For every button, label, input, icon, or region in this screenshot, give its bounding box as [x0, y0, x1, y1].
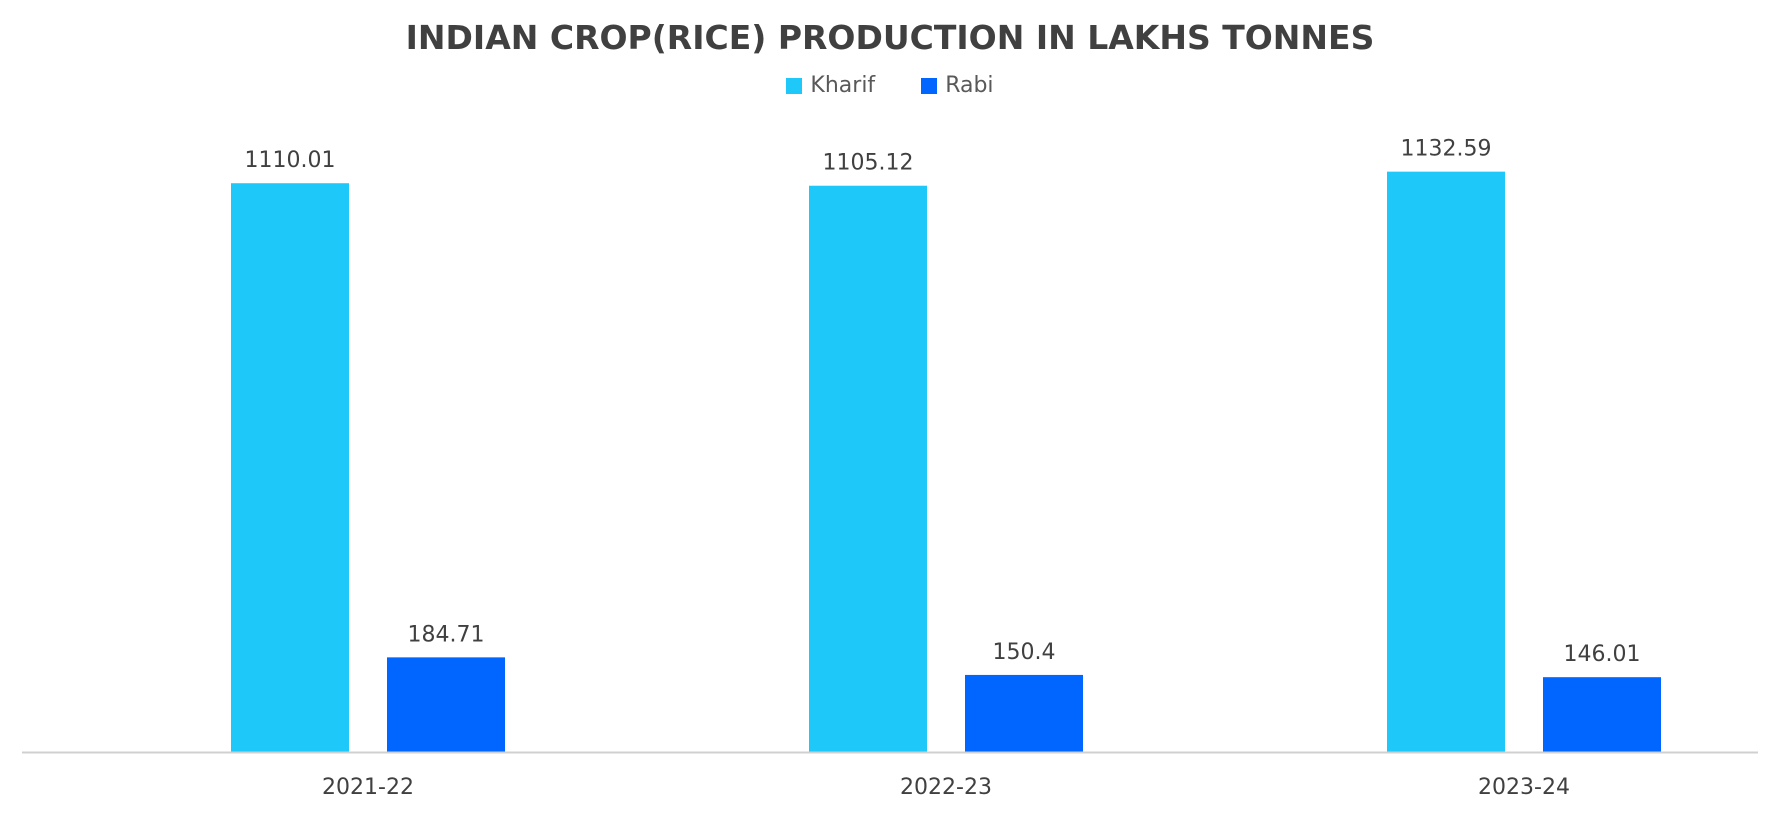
x-tick-label-2021-22: 2021-22: [322, 775, 414, 800]
bar-rabi-2021-22: [387, 657, 505, 752]
legend-label-kharif: Kharif: [810, 73, 876, 98]
legend-swatch-rabi: [921, 77, 938, 94]
legend-item-rabi: Rabi: [921, 73, 994, 98]
data-label-kharif-2022-23: 1105.12: [823, 151, 914, 176]
x-tick-label-2023-24: 2023-24: [1478, 775, 1570, 800]
data-label-rabi-2023-24: 146.01: [1564, 642, 1641, 667]
bar-rabi-2023-24: [1543, 677, 1661, 752]
data-label-rabi-2021-22: 184.71: [408, 622, 485, 647]
bar-kharif-2022-23: [809, 185, 927, 752]
bar-kharif-2021-22: [231, 183, 349, 752]
data-label-kharif-2023-24: 1132.59: [1401, 137, 1492, 162]
bar-rabi-2022-23: [965, 674, 1083, 752]
x-tick-label-2022-23: 2022-23: [900, 775, 992, 800]
bar-kharif-2023-24: [1387, 171, 1505, 752]
legend: Kharif Rabi: [0, 73, 1780, 98]
legend-item-kharif: Kharif: [786, 73, 875, 98]
legend-swatch-kharif: [786, 77, 803, 94]
chart-title: INDIAN CROP(RICE) PRODUCTION IN LAKHS TO…: [405, 18, 1375, 57]
legend-label-rabi: Rabi: [945, 73, 994, 98]
data-label-kharif-2021-22: 1110.01: [245, 148, 336, 173]
data-label-rabi-2022-23: 150.4: [993, 640, 1056, 665]
